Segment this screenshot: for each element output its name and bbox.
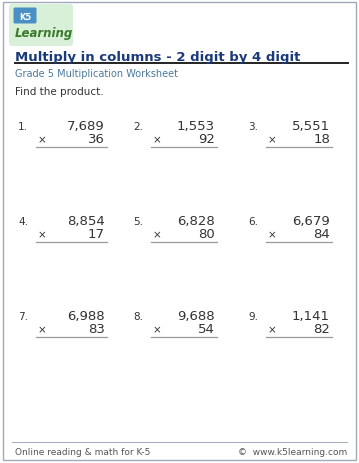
Text: 17: 17: [88, 227, 105, 240]
Text: Find the product.: Find the product.: [15, 87, 104, 97]
Text: ×: ×: [268, 324, 277, 334]
Text: 6,828: 6,828: [177, 214, 215, 227]
Text: 6,679: 6,679: [292, 214, 330, 227]
Text: 1,141: 1,141: [292, 309, 330, 322]
Text: 18: 18: [313, 133, 330, 146]
Text: Online reading & math for K-5: Online reading & math for K-5: [15, 448, 150, 457]
Text: ×: ×: [38, 324, 47, 334]
Text: ×: ×: [153, 230, 162, 239]
Text: Learning: Learning: [15, 26, 73, 39]
Text: 5.: 5.: [133, 217, 143, 226]
Text: 36: 36: [88, 133, 105, 146]
Text: 8,854: 8,854: [67, 214, 105, 227]
Text: ×: ×: [268, 230, 277, 239]
Text: 9,688: 9,688: [177, 309, 215, 322]
Text: ×: ×: [153, 324, 162, 334]
Text: 4.: 4.: [18, 217, 28, 226]
Text: 7,689: 7,689: [67, 120, 105, 133]
Text: ×: ×: [268, 135, 277, 144]
Text: 83: 83: [88, 322, 105, 335]
Text: ×: ×: [38, 135, 47, 144]
Text: 54: 54: [198, 322, 215, 335]
Text: 9.: 9.: [248, 311, 258, 321]
Text: 1,553: 1,553: [177, 120, 215, 133]
Text: 5,551: 5,551: [292, 120, 330, 133]
Text: ×: ×: [153, 135, 162, 144]
Text: ©  www.k5learning.com: © www.k5learning.com: [238, 448, 347, 457]
Text: Multiply in columns - 2 digit by 4 digit: Multiply in columns - 2 digit by 4 digit: [15, 51, 300, 64]
Text: 84: 84: [313, 227, 330, 240]
FancyBboxPatch shape: [9, 5, 73, 47]
Text: 82: 82: [313, 322, 330, 335]
Text: 6.: 6.: [248, 217, 258, 226]
Text: ×: ×: [38, 230, 47, 239]
Text: 7.: 7.: [18, 311, 28, 321]
Text: Grade 5 Multiplication Worksheet: Grade 5 Multiplication Worksheet: [15, 69, 178, 79]
Text: 80: 80: [198, 227, 215, 240]
Text: K5: K5: [19, 13, 31, 21]
Text: 8.: 8.: [133, 311, 143, 321]
Text: 3.: 3.: [248, 122, 258, 131]
Text: 6,988: 6,988: [67, 309, 105, 322]
Text: 2.: 2.: [133, 122, 143, 131]
Text: 92: 92: [198, 133, 215, 146]
Text: 1.: 1.: [18, 122, 28, 131]
FancyBboxPatch shape: [14, 8, 37, 25]
